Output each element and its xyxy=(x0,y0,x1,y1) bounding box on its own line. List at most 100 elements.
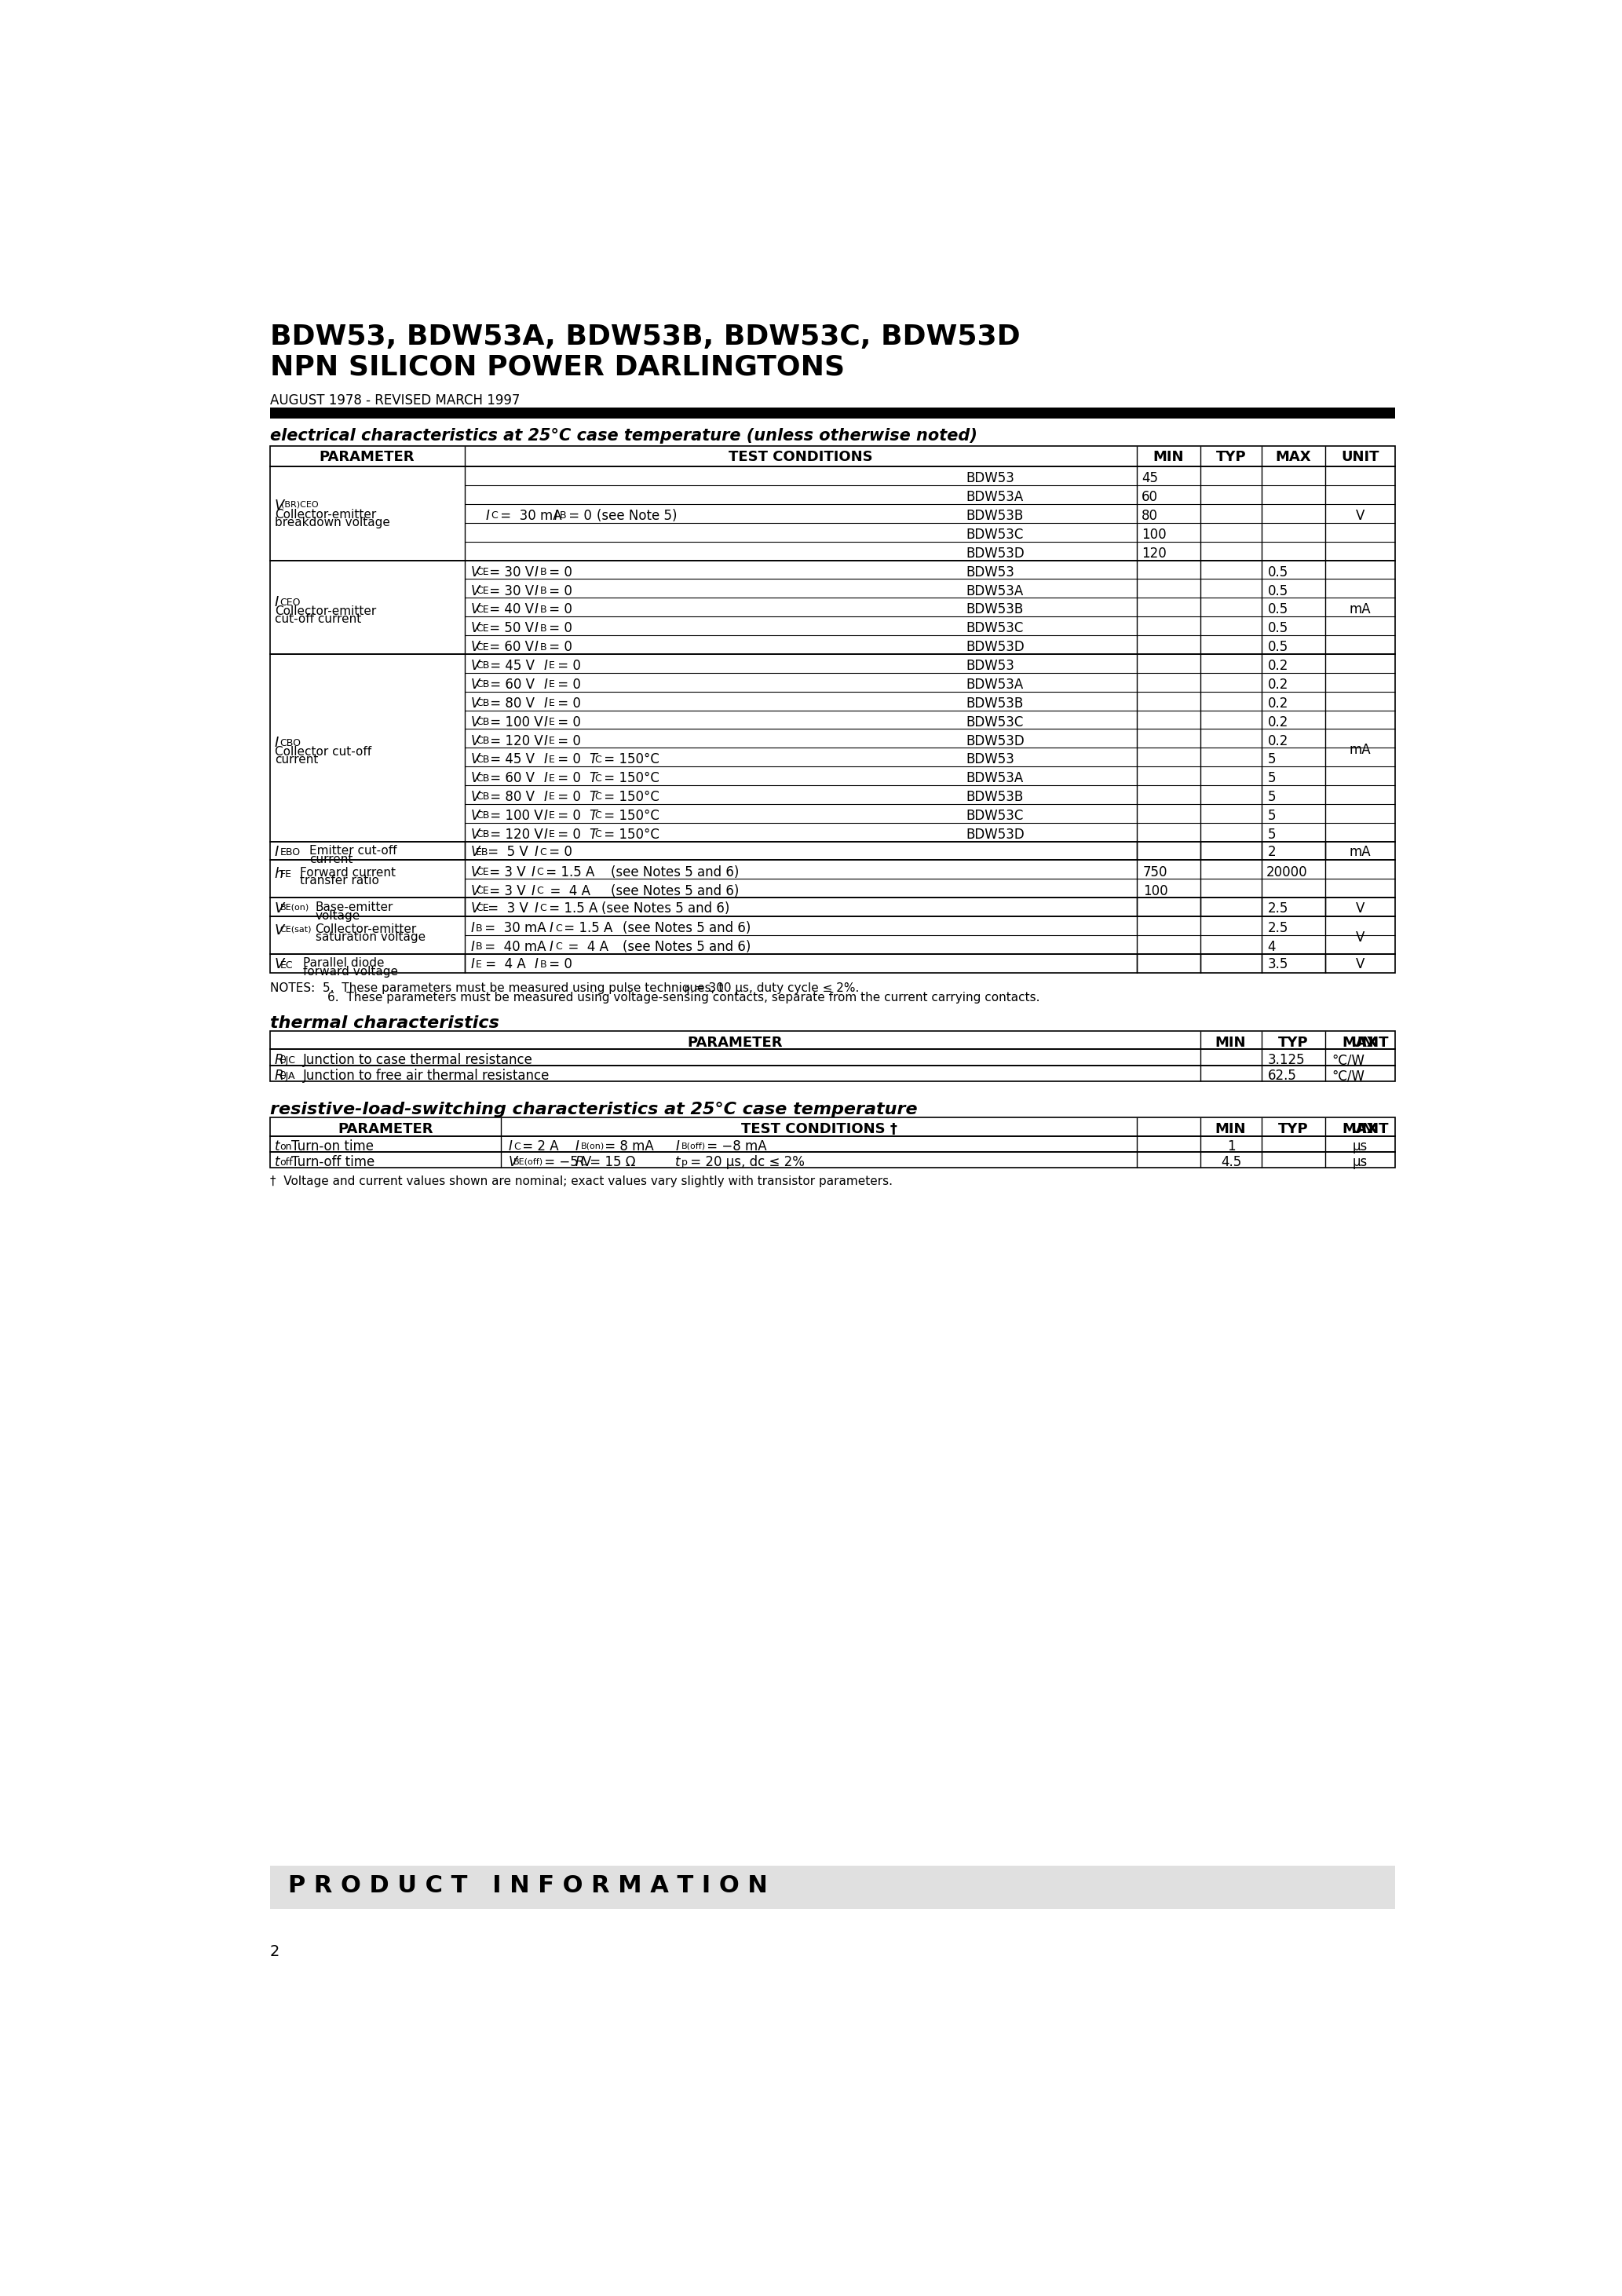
Text: = 120 V: = 120 V xyxy=(487,827,543,843)
Text: V: V xyxy=(470,735,480,748)
Text: B: B xyxy=(540,585,547,597)
Text: μs: μs xyxy=(1353,1139,1367,1153)
Text: 0.2: 0.2 xyxy=(1267,714,1288,730)
Text: I: I xyxy=(532,866,535,879)
Text: = 60 V: = 60 V xyxy=(485,641,534,654)
Text: I: I xyxy=(550,921,553,934)
Text: C: C xyxy=(555,923,561,932)
Text: = 40 V: = 40 V xyxy=(485,602,534,618)
Text: I: I xyxy=(675,1139,680,1153)
Text: BDW53B: BDW53B xyxy=(967,696,1023,709)
Text: I: I xyxy=(532,884,535,898)
Text: = −8 mA: = −8 mA xyxy=(702,1139,766,1153)
Text: T: T xyxy=(589,753,597,767)
Text: V: V xyxy=(470,696,480,709)
Text: T: T xyxy=(589,790,597,804)
Text: TYP: TYP xyxy=(1216,450,1246,464)
Text: breakdown voltage: breakdown voltage xyxy=(274,517,389,528)
Bar xyxy=(269,840,1395,861)
Text: I: I xyxy=(543,790,547,804)
Text: = 30 V: = 30 V xyxy=(485,583,534,597)
Text: = 0: = 0 xyxy=(545,622,573,636)
Text: BDW53B: BDW53B xyxy=(967,602,1023,618)
Bar xyxy=(269,654,1395,840)
Text: B: B xyxy=(475,941,483,953)
Text: I: I xyxy=(470,921,474,934)
Text: h: h xyxy=(274,868,284,882)
Text: t: t xyxy=(675,1155,681,1169)
Text: B(on): B(on) xyxy=(581,1141,605,1150)
Text: =  4 A: = 4 A xyxy=(542,884,590,898)
Bar xyxy=(269,1049,1395,1065)
Bar xyxy=(269,560,1395,654)
Text: current: current xyxy=(274,753,318,765)
Text: 0.2: 0.2 xyxy=(1267,659,1288,673)
Text: = 150°C: = 150°C xyxy=(600,790,659,804)
Text: B: B xyxy=(540,622,547,634)
Text: CB: CB xyxy=(475,755,490,765)
Text: E: E xyxy=(475,960,482,969)
Text: = 1.5 A: = 1.5 A xyxy=(542,866,595,879)
Text: = 0: = 0 xyxy=(564,510,592,523)
Text: E: E xyxy=(548,829,555,840)
Text: 2.5: 2.5 xyxy=(1267,902,1288,916)
Text: 0.2: 0.2 xyxy=(1267,696,1288,709)
Text: 3.125: 3.125 xyxy=(1267,1054,1306,1068)
Text: BDW53B: BDW53B xyxy=(967,790,1023,804)
Text: mA: mA xyxy=(1350,744,1371,758)
Text: = 0: = 0 xyxy=(545,565,573,579)
Text: I: I xyxy=(470,939,474,955)
Text: PARAMETER: PARAMETER xyxy=(337,1123,433,1137)
Text: (see Note 5): (see Note 5) xyxy=(597,510,676,523)
Text: CE: CE xyxy=(475,622,488,634)
Text: (see Notes 5 and 6): (see Notes 5 and 6) xyxy=(623,939,751,955)
Text: I: I xyxy=(534,565,539,579)
Text: I: I xyxy=(534,902,539,916)
Text: = 0: = 0 xyxy=(553,790,581,804)
Text: voltage: voltage xyxy=(315,909,360,921)
Text: 0.5: 0.5 xyxy=(1267,565,1288,579)
Text: CB: CB xyxy=(475,716,490,728)
Text: = 150°C: = 150°C xyxy=(600,753,659,767)
Text: I: I xyxy=(534,602,539,618)
Text: TEST CONDITIONS: TEST CONDITIONS xyxy=(728,450,873,464)
Text: V: V xyxy=(1356,930,1364,944)
Text: V: V xyxy=(470,790,480,804)
Text: =  40 mA: = 40 mA xyxy=(480,939,547,955)
Text: Parallel diode: Parallel diode xyxy=(303,957,384,969)
Text: cut-off current: cut-off current xyxy=(274,613,362,625)
Bar xyxy=(269,916,1395,953)
Text: T: T xyxy=(589,808,597,822)
Text: E: E xyxy=(548,680,555,689)
Text: thermal characteristics: thermal characteristics xyxy=(269,1015,500,1031)
Text: CB: CB xyxy=(475,810,490,820)
Text: V: V xyxy=(470,641,480,654)
Text: V: V xyxy=(274,498,284,512)
Text: 6.  These parameters must be measured using voltage-sensing contacts, separate f: 6. These parameters must be measured usi… xyxy=(328,992,1040,1003)
Text: I: I xyxy=(543,808,547,822)
Text: V: V xyxy=(470,753,480,767)
Text: = 1.5 A: = 1.5 A xyxy=(545,902,597,916)
Text: (see Notes 5 and 6): (see Notes 5 and 6) xyxy=(602,902,730,916)
Text: 5: 5 xyxy=(1267,753,1277,767)
Text: = 0: = 0 xyxy=(545,845,573,859)
Text: CB: CB xyxy=(475,792,490,801)
Text: BDW53C: BDW53C xyxy=(967,714,1023,730)
Text: 0.2: 0.2 xyxy=(1267,735,1288,748)
Bar xyxy=(269,898,1395,916)
Text: I: I xyxy=(274,735,279,751)
Text: R: R xyxy=(274,1068,284,1084)
Text: BE(off): BE(off) xyxy=(514,1157,543,1166)
Text: = 0: = 0 xyxy=(553,696,581,709)
Text: V: V xyxy=(1356,902,1364,916)
Text: I: I xyxy=(485,510,490,523)
Text: I: I xyxy=(543,827,547,843)
Text: BE(on): BE(on) xyxy=(281,905,310,912)
Bar xyxy=(269,406,1395,418)
Text: V: V xyxy=(508,1155,517,1169)
Text: B: B xyxy=(560,510,566,521)
Text: I: I xyxy=(534,845,539,859)
Text: resistive-load-switching characteristics at 25°C case temperature: resistive-load-switching characteristics… xyxy=(269,1102,916,1118)
Text: E: E xyxy=(548,735,555,746)
Text: = 3 V: = 3 V xyxy=(485,884,526,898)
